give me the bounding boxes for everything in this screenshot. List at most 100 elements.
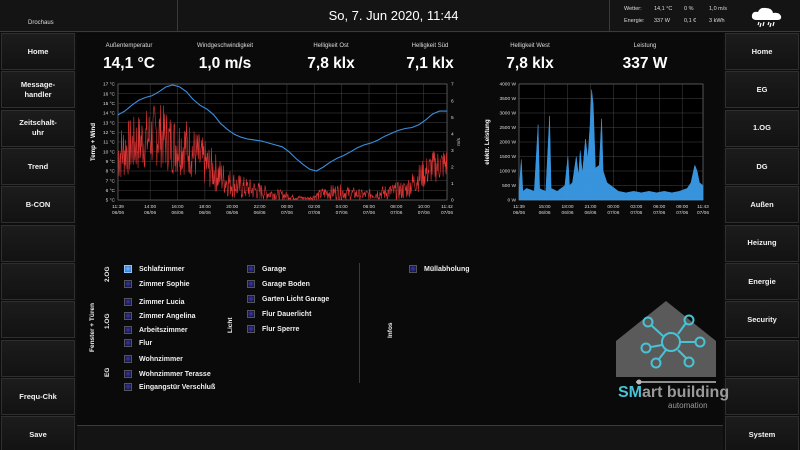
- metric-wind: Windgeschwindigkeit 1,0 m/s: [175, 43, 275, 73]
- left-nav-empty-5-button[interactable]: [1, 224, 75, 262]
- metric-value: 7,8 klx: [307, 55, 355, 72]
- smart-building-logo: SMart building automation: [611, 299, 729, 419]
- right-nav-dg-button[interactable]: DG: [725, 148, 799, 186]
- x-tick-date-label: 07/06: [653, 210, 665, 215]
- metric-label: Helligkeit Ost: [313, 43, 349, 49]
- left-nav-empty-7-button[interactable]: [1, 301, 75, 339]
- x-tick-label: 11:39: [513, 204, 525, 210]
- x-tick-label: 15:00: [539, 204, 551, 210]
- right-nav-empty-9-button[interactable]: [725, 378, 799, 416]
- left-nav-empty-6-button[interactable]: [1, 263, 75, 301]
- x-tick-date-label: 06/06: [539, 210, 551, 215]
- x-tick-label: 11:39: [112, 204, 124, 210]
- left-nav-save-button[interactable]: Save: [1, 416, 75, 450]
- y-tick-label: 7 °C: [106, 178, 116, 184]
- right-nav-außen-button[interactable]: Außen: [725, 186, 799, 224]
- logo-wordmark: SMart building: [618, 385, 729, 401]
- y-tick-label: 17 °C: [103, 82, 116, 88]
- left-nav-b-con-button[interactable]: B-CON: [1, 186, 75, 224]
- left-nav-zeitschalt-uhr-button[interactable]: Zeitschalt- uhr: [1, 109, 75, 147]
- y-tick-label: 2500 W: [499, 125, 516, 131]
- logo-art: art building: [642, 384, 730, 401]
- status-item-label: Garage Boden: [262, 280, 310, 288]
- left-nav-home-button[interactable]: Home: [1, 33, 75, 70]
- datetime-display: So, 7. Jun 2020, 11:44: [328, 8, 459, 23]
- energy-cost: 0,1 €: [684, 18, 697, 24]
- status-item[interactable]: Flur Sperre: [247, 324, 299, 334]
- status-item[interactable]: Garten Licht Garage: [247, 294, 329, 304]
- metric-label: Leistung: [633, 43, 657, 49]
- y-tick-label: 15 °C: [103, 101, 116, 107]
- power-series-area: [518, 89, 704, 201]
- x-tick-date-label: 07/06: [308, 210, 320, 215]
- status-item-label: Flur Sperre: [262, 325, 300, 333]
- status-item-label: Eingangstür Verschluß: [139, 383, 216, 391]
- y-tick-label: 0 W: [507, 198, 516, 204]
- x-tick-label: 18:00: [199, 204, 211, 210]
- right-nav-empty-8-button[interactable]: [725, 339, 799, 377]
- status-item[interactable]: Schlafzimmer: [124, 264, 185, 274]
- status-item[interactable]: Wohnzimmer: [124, 354, 183, 364]
- y-tick-label: 6 °C: [106, 188, 116, 194]
- x-tick-label: 03:00: [630, 204, 642, 210]
- status-item[interactable]: Arbeitszimmer: [124, 325, 188, 335]
- weather-temp: 14,1 °C: [654, 6, 673, 12]
- x-tick-label: 06:00: [653, 204, 665, 210]
- left-nav-empty-8-button[interactable]: [1, 339, 75, 377]
- status-item[interactable]: Garage: [247, 264, 286, 274]
- left-nav-frequ-chk-button[interactable]: Frequ-Chk: [1, 378, 75, 416]
- right-nav-energie-button[interactable]: Energie: [725, 263, 799, 301]
- x-tick-date-label: 06/06: [144, 210, 156, 215]
- y-tick-label: 5 °C: [106, 198, 116, 204]
- right-nav-heizung-button[interactable]: Heizung: [725, 224, 799, 262]
- y-tick-label: 3500 W: [499, 96, 516, 102]
- right-nav-system-button[interactable]: System: [725, 416, 799, 450]
- y-tick-label: 12 °C: [103, 130, 116, 136]
- y-tick-label: 11 °C: [103, 140, 115, 146]
- status-item[interactable]: Zimmer Lucia: [124, 297, 185, 307]
- status-item[interactable]: Zimmer Sophie: [124, 279, 190, 289]
- status-item[interactable]: Flur: [124, 338, 152, 348]
- metric-value: 337 W: [622, 55, 668, 72]
- right-nav-security-button[interactable]: Security: [725, 301, 799, 339]
- status-item[interactable]: Zimmer Angelina: [124, 311, 196, 321]
- status-item[interactable]: Garage Boden: [247, 279, 310, 289]
- x-tick-label: 10:00: [418, 204, 430, 210]
- metric-helligkeit-west: Helligkeit West 7,8 klx: [480, 43, 580, 73]
- energie-label: Energie:: [624, 18, 645, 24]
- status-item[interactable]: Eingangstür Verschluß: [124, 382, 215, 392]
- status-item-label: Wohnzimmer Terasse: [139, 370, 211, 378]
- status-indicator-icon: [124, 265, 132, 273]
- y-tick-label: 500 W: [502, 183, 516, 189]
- x-tick-date-label: 06/06: [513, 210, 525, 215]
- y2-tick-label: 1: [451, 181, 454, 187]
- y-tick-label: 14 °C: [103, 111, 116, 117]
- right-nav-eg-button[interactable]: EG: [725, 71, 799, 109]
- status-indicator-icon: [124, 383, 132, 391]
- floor-label-eg: EG: [104, 367, 111, 377]
- status-indicator-icon: [247, 325, 255, 333]
- y-tick-label: 8 °C: [106, 169, 116, 175]
- temperature-series-line: [117, 84, 447, 172]
- y2-tick-label: 3: [451, 148, 454, 154]
- right-nav-home-button[interactable]: Home: [725, 33, 799, 70]
- left-nav-trend-button[interactable]: Trend: [1, 148, 75, 186]
- left-nav-message-handler-button[interactable]: Message- handler: [1, 71, 75, 109]
- metric-label: Windgeschwindigkeit: [196, 43, 254, 49]
- status-item[interactable]: Flur Dauerlicht: [247, 309, 311, 319]
- divider: [359, 263, 360, 383]
- y-tick-label: 3000 W: [499, 111, 516, 117]
- status-item[interactable]: Müllabholung: [409, 264, 470, 274]
- x-tick-date-label: 07/06: [363, 210, 375, 215]
- metric-helligkeit-ost: Helligkeit Ost 7,8 klx: [281, 43, 381, 73]
- status-indicator-icon: [247, 295, 255, 303]
- energy-power: 337 W: [654, 18, 670, 24]
- status-indicator-icon: [124, 339, 132, 347]
- status-item[interactable]: Wohnzimmer Terasse: [124, 369, 211, 379]
- y2-tick-label: 2: [451, 165, 454, 171]
- status-item-label: Arbeitszimmer: [139, 326, 188, 334]
- x-tick-date-label: 07/06: [390, 210, 402, 215]
- right-nav-1-og-button[interactable]: 1.OG: [725, 109, 799, 147]
- x-tick-date-label: 07/06: [336, 210, 348, 215]
- status-indicator-icon: [124, 326, 132, 334]
